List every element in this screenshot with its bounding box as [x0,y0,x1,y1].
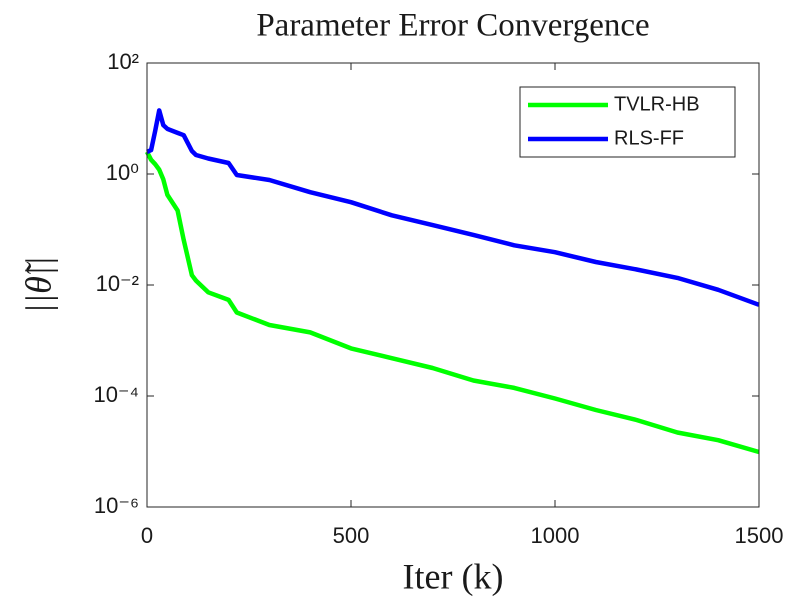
line-series [146,108,760,307]
axes-box [146,62,760,508]
x-tick-label: 1000 [531,523,580,548]
legend-box [519,86,736,158]
chart-title: Parameter Error Convergence [256,8,649,44]
x-tick-label: 1500 [735,523,784,548]
x-tick-label: 500 [333,523,370,548]
x-tick-label: 0 [141,523,153,548]
x-axis-label: Iter (k) [403,556,504,596]
y-tick-label: 10⁰ [106,160,139,185]
y-tick-label: 10⁻⁴ [93,382,139,407]
y-axis-label: ||θ̃|| [18,256,58,313]
line-series [145,150,760,455]
legend-label: RLS-FF [614,127,684,149]
y-tick-label: 10⁻⁶ [94,493,139,518]
legend-label: TVLR-HB [614,93,700,115]
y-tick-label: 10⁻² [96,271,139,296]
y-tick-label: 10² [107,49,139,74]
